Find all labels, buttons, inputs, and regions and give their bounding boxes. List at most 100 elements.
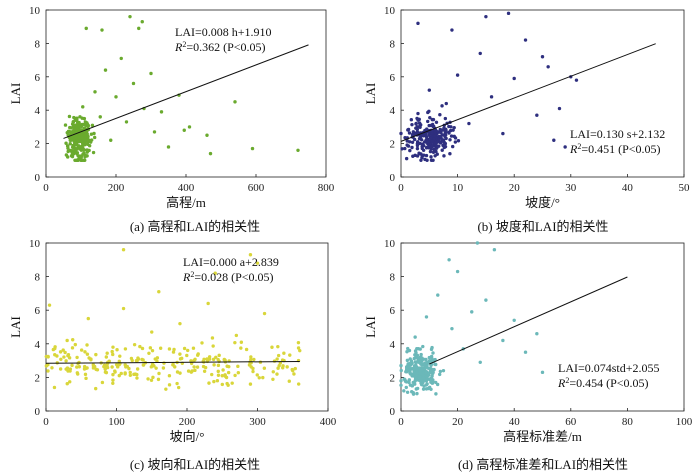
scatter-point xyxy=(513,319,516,322)
r-squared-label: R2=0.362 (P<0.05) xyxy=(174,40,266,55)
scatter-point xyxy=(285,365,288,368)
scatter-point xyxy=(410,374,413,377)
scatter-point xyxy=(442,154,445,157)
scatter-point xyxy=(430,159,433,162)
scatter-point xyxy=(123,372,126,375)
scatter-point xyxy=(418,126,421,129)
scatter-point xyxy=(124,347,127,350)
scatter-point xyxy=(74,343,77,346)
y-tick-label: 8 xyxy=(35,38,41,50)
scatter-point xyxy=(263,367,266,370)
scatter-point xyxy=(92,366,95,369)
scatter-point xyxy=(71,338,74,341)
scatter-point xyxy=(150,330,153,333)
scatter-point xyxy=(168,347,171,350)
scatter-point xyxy=(447,258,450,261)
scatter-point xyxy=(66,382,69,385)
scatter-point xyxy=(408,149,411,152)
scatter-point xyxy=(236,365,239,368)
scatter-point xyxy=(414,376,417,379)
scatter-point xyxy=(89,357,92,360)
scatter-point xyxy=(405,143,408,146)
scatter-point xyxy=(151,376,154,379)
y-tick-label: 6 xyxy=(390,305,396,317)
scatter-point xyxy=(288,353,291,356)
scatter-point xyxy=(479,52,482,55)
scatter-point xyxy=(402,389,405,392)
scatter-point xyxy=(151,349,154,352)
scatter-point xyxy=(78,156,81,159)
scatter-point xyxy=(75,365,78,368)
scatter-point xyxy=(431,118,434,121)
scatter-point xyxy=(270,346,273,349)
scatter-point xyxy=(399,364,402,367)
scatter-point xyxy=(249,365,252,368)
scatter-point xyxy=(71,346,74,349)
scatter-point xyxy=(130,357,133,360)
scatter-point xyxy=(74,124,77,127)
scatter-point xyxy=(298,349,301,352)
regression-equation: LAI=0.130 s+2.132 xyxy=(570,127,665,141)
scatter-point xyxy=(436,130,439,133)
scatter-point xyxy=(416,118,419,121)
scatter-point xyxy=(271,378,274,381)
scatter-point xyxy=(69,142,72,145)
scatter-point xyxy=(101,381,104,384)
scatter-point xyxy=(426,120,429,123)
scatter-point xyxy=(436,153,439,156)
scatter-point xyxy=(426,146,429,149)
x-tick-label: 300 xyxy=(249,416,266,428)
caption-c: (c) 坡向和LAI的相关性 xyxy=(130,457,260,472)
scatter-point xyxy=(409,357,412,360)
scatter-point xyxy=(75,356,78,359)
scatter-point xyxy=(196,365,199,368)
scatter-point xyxy=(535,332,538,335)
scatter-point xyxy=(78,145,81,148)
r-squared-label: R2=0.454 (P<0.05) xyxy=(557,376,649,391)
scatter-point xyxy=(422,387,425,390)
scatter-point xyxy=(507,12,510,15)
scatter-point xyxy=(434,134,437,137)
x-tick-label: 80 xyxy=(622,416,634,428)
scatter-point xyxy=(171,363,174,366)
scatter-point xyxy=(408,369,411,372)
scatter-point xyxy=(399,379,402,382)
scatter-point xyxy=(157,290,160,293)
scatter-point xyxy=(421,379,424,382)
scatter-point xyxy=(53,386,56,389)
scatter-point xyxy=(430,357,433,360)
r-squared-label: R2=0.451 (P<0.05) xyxy=(569,142,661,157)
scatter-point xyxy=(122,248,125,251)
scatter-point xyxy=(99,115,102,118)
scatter-point xyxy=(150,379,153,382)
scatter-point xyxy=(252,358,255,361)
scatter-point xyxy=(426,140,429,143)
r-squared-label: R2=0.028 (P<0.05) xyxy=(182,270,274,285)
panel-b-slope: 0 10 20 30 40 500246810坡度/°LAILAI=0.130 s+2.1… xyxy=(363,5,690,210)
scatter-point xyxy=(408,140,411,143)
scatter-point xyxy=(261,376,264,379)
scatter-point xyxy=(420,358,423,361)
scatter-point xyxy=(429,388,432,391)
scatter-point xyxy=(146,377,149,380)
scatter-point xyxy=(431,139,434,142)
scatter-point xyxy=(430,348,433,351)
figure: 0 200 400 600 8000246810高程/mLAILAI=0.008 h+1… xyxy=(0,0,700,475)
x-tick-label: 20 xyxy=(509,182,521,194)
scatter-point xyxy=(64,123,67,126)
scatter-point xyxy=(541,371,544,374)
scatter-point xyxy=(263,312,266,315)
scatter-point xyxy=(456,73,459,76)
x-tick-label: 600 xyxy=(248,182,265,194)
scatter-point xyxy=(183,347,186,350)
y-axis-label: LAI xyxy=(8,83,23,105)
caption-a: (a) 高程和LAI的相关性 xyxy=(130,219,260,234)
scatter-point xyxy=(233,374,236,377)
scatter-point xyxy=(235,334,238,337)
y-tick-label: 4 xyxy=(390,105,396,117)
scatter-point xyxy=(211,336,214,339)
scatter-point xyxy=(77,361,80,364)
x-tick-label: 100 xyxy=(108,416,125,428)
scatter-point xyxy=(297,341,300,344)
scatter-point xyxy=(422,376,425,379)
